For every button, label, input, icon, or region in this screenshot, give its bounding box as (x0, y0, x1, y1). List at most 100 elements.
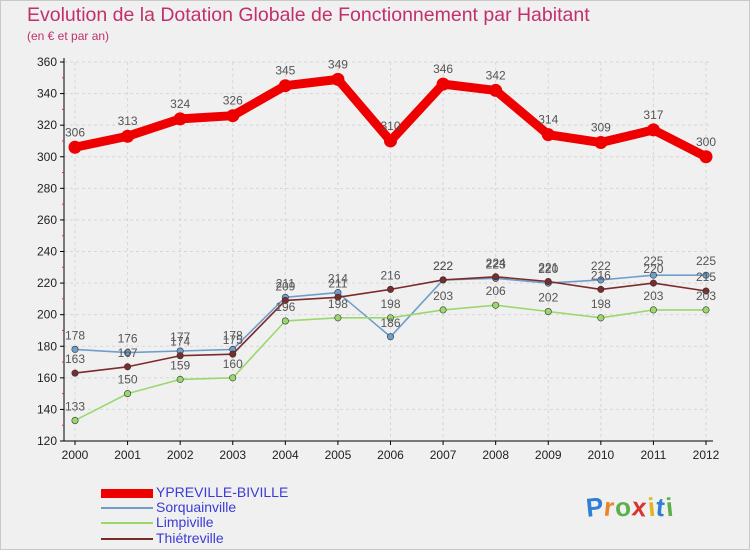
data-label-0: 317 (643, 108, 663, 122)
legend-swatch-2 (101, 522, 153, 524)
data-point-1 (597, 276, 605, 284)
legend-label-0: YPREVILLE-BIVILLE (156, 484, 289, 500)
data-label-1: 220 (538, 262, 558, 276)
legend-label-2: Limpiville (156, 514, 214, 530)
data-point-main (436, 77, 450, 91)
data-label-1: 222 (591, 259, 611, 273)
data-label-0: 346 (433, 62, 453, 76)
y-tick-label: 120 (37, 434, 57, 448)
data-label-1: 178 (65, 328, 85, 342)
x-tick-label: 2007 (430, 448, 457, 462)
y-tick-label: 360 (37, 55, 57, 69)
data-label-2: 203 (696, 289, 716, 303)
x-tick-label: 2005 (325, 448, 352, 462)
data-point-1 (124, 349, 132, 357)
data-label-3: 163 (65, 352, 85, 366)
x-tick-label: 2003 (219, 448, 246, 462)
data-point-3 (492, 273, 500, 281)
data-point-main (121, 129, 135, 143)
data-point-3 (176, 352, 184, 360)
data-point-2 (176, 375, 184, 383)
y-tick-label: 340 (37, 87, 57, 101)
data-label-2: 202 (538, 291, 558, 305)
data-point-3 (702, 287, 710, 295)
data-label-3: 221 (538, 261, 558, 275)
data-point-main (699, 150, 713, 164)
data-point-main (68, 140, 82, 154)
data-point-main (646, 123, 660, 137)
data-label-3: 209 (275, 279, 295, 293)
x-tick-label: 2008 (482, 448, 509, 462)
data-label-2: 198 (591, 297, 611, 311)
x-tick-label: 2011 (641, 448, 667, 462)
data-label-2: 203 (643, 289, 663, 303)
data-point-main (594, 136, 608, 150)
proxiti-logo: Proxiti (584, 491, 676, 523)
data-label-2: 198 (380, 297, 400, 311)
data-label-0: 324 (170, 97, 190, 111)
data-label-1: 222 (433, 259, 453, 273)
data-point-main (384, 134, 397, 148)
data-label-0: 300 (696, 135, 716, 149)
data-point-2 (702, 306, 710, 314)
data-point-3 (229, 350, 237, 358)
x-tick-label: 2006 (377, 448, 404, 462)
data-point-3 (124, 363, 132, 371)
data-label-1: 225 (696, 254, 716, 268)
data-label-3: 211 (328, 276, 347, 290)
data-point-2 (229, 374, 237, 382)
data-label-2: 159 (170, 358, 190, 372)
x-tick-label: 2004 (272, 448, 299, 462)
data-label-2: 160 (223, 357, 243, 371)
chart-subtitle: (en € et par an) (27, 29, 110, 43)
y-tick-label: 200 (37, 308, 57, 322)
data-label-2: 133 (65, 399, 85, 413)
data-point-3 (439, 276, 447, 284)
data-point-2 (492, 301, 500, 309)
data-point-main (226, 109, 240, 123)
data-label-3: 174 (170, 335, 190, 349)
data-point-main (541, 128, 555, 142)
data-point-1 (649, 271, 657, 279)
data-label-3: 175 (223, 333, 243, 347)
legend-swatch-0 (101, 488, 153, 498)
x-tick-label: 2000 (62, 448, 89, 462)
y-tick-label: 320 (37, 118, 57, 132)
x-tick-label: 2010 (587, 448, 614, 462)
data-label-3: 216 (380, 268, 400, 282)
legend-label-3: Thiétreville (156, 530, 224, 546)
data-label-0: 309 (591, 121, 611, 135)
data-label-0: 342 (486, 68, 506, 82)
y-tick-label: 260 (37, 213, 57, 227)
data-point-3 (649, 279, 657, 287)
data-point-2 (597, 314, 605, 322)
y-tick-label: 220 (37, 276, 57, 290)
data-point-3 (544, 278, 552, 286)
data-label-0: 306 (65, 125, 85, 139)
y-tick-label: 300 (37, 150, 57, 164)
data-label-0: 310 (380, 119, 400, 133)
data-point-3 (281, 296, 289, 304)
data-point-2 (544, 308, 552, 316)
x-tick-label: 2009 (535, 448, 562, 462)
data-point-1 (386, 333, 394, 341)
data-label-1: 176 (118, 332, 138, 346)
data-label-1: 214 (328, 272, 348, 286)
data-label-1: 211 (276, 276, 295, 290)
data-label-0: 314 (538, 113, 558, 127)
y-tick-label: 280 (37, 181, 57, 195)
logo-letter: i (664, 491, 676, 523)
data-point-1 (71, 345, 79, 353)
data-label-3: 220 (643, 262, 663, 276)
legend-swatch-3 (101, 538, 153, 540)
data-label-2: 196 (275, 300, 295, 314)
data-label-2: 198 (328, 297, 348, 311)
data-label-0: 313 (118, 114, 138, 128)
data-label-3: 167 (118, 346, 138, 360)
data-point-2 (334, 314, 342, 322)
data-point-main (489, 83, 503, 97)
data-label-3: 222 (433, 259, 453, 273)
data-point-2 (124, 390, 132, 398)
data-label-1: 225 (643, 254, 663, 268)
